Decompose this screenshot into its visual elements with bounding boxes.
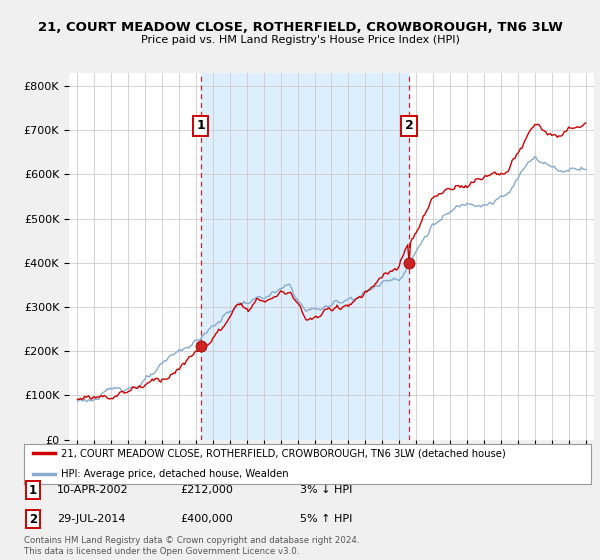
Text: 10-APR-2002: 10-APR-2002 xyxy=(57,485,128,495)
Bar xyxy=(200,73,409,440)
Text: £212,000: £212,000 xyxy=(180,485,233,495)
Text: Price paid vs. HM Land Registry's House Price Index (HPI): Price paid vs. HM Land Registry's House … xyxy=(140,35,460,45)
Text: 29-JUL-2014: 29-JUL-2014 xyxy=(57,514,125,524)
Text: Contains HM Land Registry data © Crown copyright and database right 2024.
This d: Contains HM Land Registry data © Crown c… xyxy=(24,536,359,556)
Text: 2: 2 xyxy=(404,119,413,133)
Text: 3% ↓ HPI: 3% ↓ HPI xyxy=(300,485,352,495)
Text: 5% ↑ HPI: 5% ↑ HPI xyxy=(300,514,352,524)
Text: 1: 1 xyxy=(196,119,205,133)
Text: 1: 1 xyxy=(29,483,37,497)
Text: 21, COURT MEADOW CLOSE, ROTHERFIELD, CROWBOROUGH, TN6 3LW (detached house): 21, COURT MEADOW CLOSE, ROTHERFIELD, CRO… xyxy=(61,449,506,458)
Text: £400,000: £400,000 xyxy=(180,514,233,524)
Text: 21, COURT MEADOW CLOSE, ROTHERFIELD, CROWBOROUGH, TN6 3LW: 21, COURT MEADOW CLOSE, ROTHERFIELD, CRO… xyxy=(38,21,562,34)
Text: 2: 2 xyxy=(29,512,37,526)
Text: HPI: Average price, detached house, Wealden: HPI: Average price, detached house, Weal… xyxy=(61,469,289,479)
